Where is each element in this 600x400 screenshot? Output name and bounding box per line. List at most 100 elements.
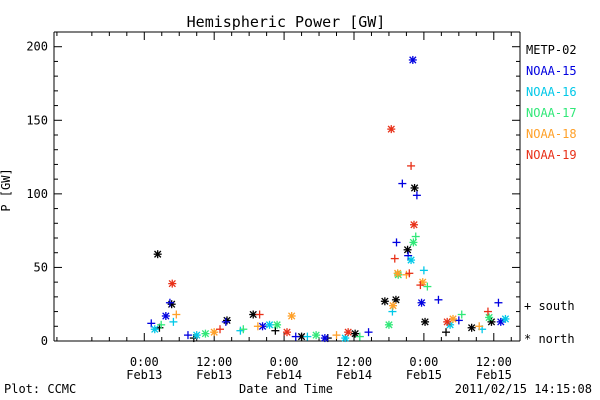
- data-point: [457, 310, 466, 319]
- x-tick-date-label: Feb13: [126, 368, 162, 382]
- data-point: [210, 328, 219, 337]
- data-point: [320, 334, 329, 343]
- data-point: [161, 311, 170, 320]
- data-point: [169, 317, 178, 326]
- data-point: [412, 191, 421, 200]
- data-point: [332, 331, 341, 340]
- y-tick-label: 200: [26, 40, 48, 54]
- data-point: [168, 279, 177, 288]
- data-point: [393, 269, 402, 278]
- data-point: [351, 329, 360, 338]
- data-point: [387, 125, 396, 134]
- data-point: [239, 325, 248, 334]
- y-tick-label: 150: [26, 113, 48, 127]
- data-point: [407, 161, 416, 170]
- y-tick-label: 50: [34, 260, 48, 274]
- data-point: [265, 320, 274, 329]
- data-point: [494, 298, 503, 307]
- x-tick-time-label: 0:00: [409, 355, 438, 369]
- plot-credit: Plot: CCMC: [4, 382, 76, 396]
- legend-entry: NOAA-17: [526, 106, 577, 120]
- data-point: [165, 298, 174, 307]
- legend-entry: NOAA-15: [526, 64, 577, 78]
- data-point: [153, 250, 162, 259]
- data-point: [483, 307, 492, 316]
- data-point: [423, 282, 432, 291]
- data-point: [172, 310, 181, 319]
- data-point: [291, 332, 300, 341]
- data-point: [287, 311, 296, 320]
- data-point: [253, 322, 262, 331]
- data-point: [221, 317, 230, 326]
- x-tick-date-label: Feb13: [196, 368, 232, 382]
- y-axis-ticks: 0 50 100 150 200: [26, 40, 520, 348]
- legend-entry: METP-02: [526, 43, 577, 57]
- x-tick-time-label: 12:00: [476, 355, 512, 369]
- chart-title: Hemispheric Power [GW]: [187, 13, 386, 31]
- data-point: [157, 320, 166, 329]
- data-point: [183, 331, 192, 340]
- data-point: [408, 55, 417, 64]
- x-tick-date-label: Feb14: [266, 368, 302, 382]
- data-point: [475, 322, 484, 331]
- data-point: [380, 297, 389, 306]
- x-tick-time-label: 12:00: [336, 355, 372, 369]
- data-point: [417, 298, 426, 307]
- data-point: [271, 326, 280, 335]
- x-tick-time-label: 0:00: [130, 355, 159, 369]
- legend-entry: NOAA-16: [526, 85, 577, 99]
- data-point: [416, 281, 425, 290]
- data-point: [410, 183, 419, 192]
- data-points: [147, 55, 510, 343]
- data-point: [407, 256, 416, 265]
- data-point: [167, 300, 176, 309]
- data-point: [273, 320, 282, 329]
- x-tick-date-label: Feb15: [476, 368, 512, 382]
- x-tick-time-label: 12:00: [196, 355, 232, 369]
- data-point: [405, 269, 414, 278]
- data-point: [467, 323, 476, 332]
- data-point: [255, 310, 264, 319]
- plot-frame: [53, 31, 521, 342]
- data-point: [443, 317, 452, 326]
- data-point: [150, 325, 159, 334]
- marker-legend-south: + south: [524, 299, 575, 313]
- data-point: [201, 329, 210, 338]
- data-point: [355, 332, 364, 341]
- data-point: [223, 316, 232, 325]
- data-point: [421, 317, 430, 326]
- x-tick-time-label: 0:00: [270, 355, 299, 369]
- data-point: [312, 331, 321, 340]
- data-point: [454, 316, 463, 325]
- marker-legend-north: * north: [524, 332, 575, 346]
- data-point: [192, 331, 201, 340]
- data-point: [398, 179, 407, 188]
- data-point: [409, 220, 418, 229]
- data-point: [392, 238, 401, 247]
- y-tick-label: 0: [41, 334, 48, 348]
- data-point: [485, 313, 494, 322]
- data-point: [303, 332, 312, 341]
- data-point: [434, 295, 443, 304]
- x-axis-label: Date and Time: [239, 382, 333, 396]
- y-tick-label: 100: [26, 187, 48, 201]
- data-point: [147, 319, 156, 328]
- data-point: [384, 320, 393, 329]
- x-tick-date-label: Feb14: [336, 368, 372, 382]
- data-point: [404, 251, 413, 260]
- y-axis-label: P [GW]: [0, 168, 13, 211]
- data-point: [442, 328, 451, 337]
- data-point: [364, 328, 373, 337]
- x-axis-ticks: 0:00Feb1312:00Feb130:00Feb1412:00Feb140:…: [56, 32, 512, 382]
- data-point: [283, 328, 291, 337]
- legend: METP-02 NOAA-15 NOAA-16 NOAA-17 NOAA-18 NOAA-…: [526, 43, 577, 162]
- x-tick-date-label: Feb15: [406, 368, 442, 382]
- data-point: [419, 266, 428, 275]
- data-point: [389, 301, 398, 310]
- legend-entry: NOAA-19: [526, 148, 577, 162]
- data-point: [344, 328, 353, 337]
- data-point: [501, 314, 510, 323]
- data-point: [216, 325, 225, 334]
- timestamp: 2011/02/15 14:15:08: [455, 382, 592, 396]
